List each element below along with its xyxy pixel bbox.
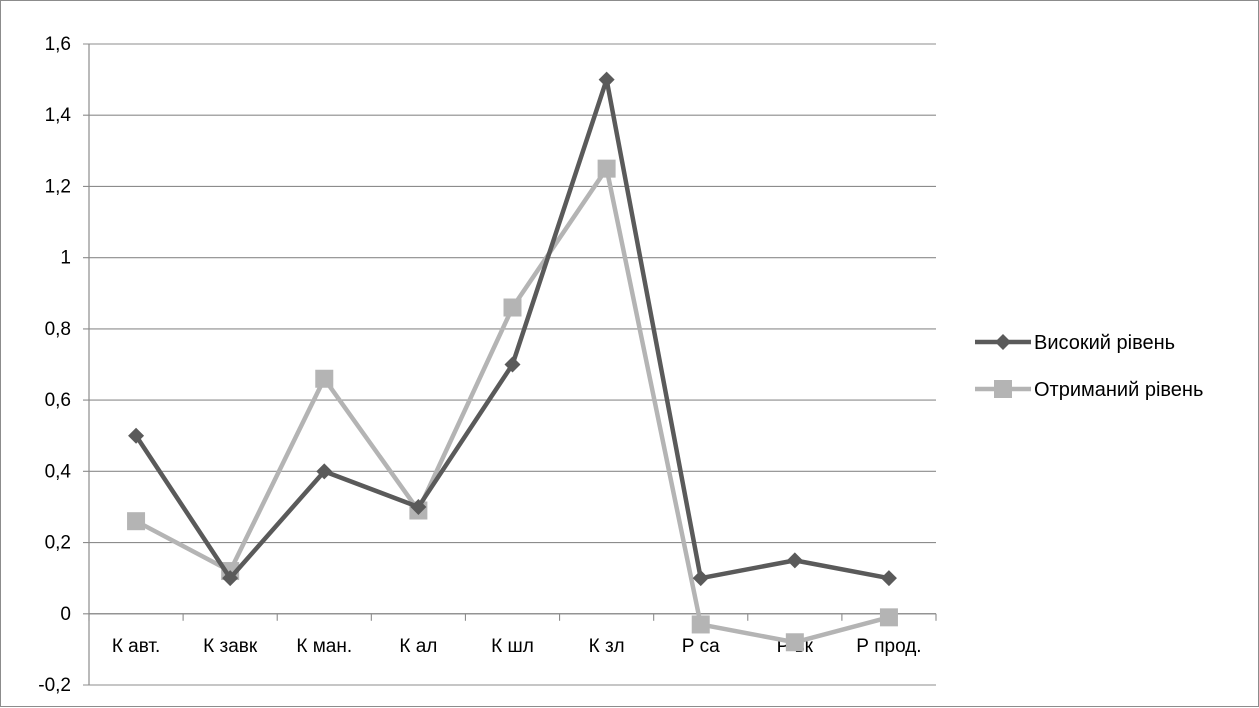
data-point-diamond	[410, 498, 427, 515]
y-tick-label: 0,6	[45, 390, 71, 411]
x-tick-label: К авт.	[112, 636, 160, 657]
y-tick-label: 0	[60, 604, 71, 625]
data-point-square	[315, 369, 334, 388]
y-tick-label: 1,2	[45, 176, 71, 197]
data-point-diamond	[222, 570, 239, 587]
series-line	[135, 166, 890, 645]
series-obtained-level	[127, 159, 898, 652]
y-tick-label: 0,8	[45, 319, 71, 340]
legend: Високий рівень Отриманий рівень	[975, 332, 1203, 401]
data-point-square	[691, 615, 710, 634]
data-point-diamond	[316, 463, 333, 480]
data-point-diamond	[598, 71, 615, 88]
series-high-level	[128, 71, 897, 587]
y-tick-label: 0,2	[45, 533, 71, 554]
x-tick-label: К зл	[589, 636, 625, 657]
y-tick-label: 1,6	[45, 34, 71, 55]
legend-marker-square	[994, 380, 1012, 398]
series	[127, 71, 898, 652]
legend-item: Високий рівень	[975, 332, 1175, 354]
data-point-square	[879, 608, 898, 627]
data-point-diamond	[692, 570, 709, 587]
legend-label: Високий рівень	[1034, 332, 1175, 354]
data-point-square	[597, 159, 616, 178]
data-point-square	[785, 633, 804, 652]
axes	[88, 44, 936, 685]
data-point-diamond	[880, 570, 897, 587]
data-point-square	[503, 298, 522, 317]
x-tick-label: К ал	[399, 636, 437, 657]
y-tick-label: -0,2	[38, 675, 71, 696]
y-tick-label: 0,4	[45, 461, 72, 482]
x-tick-label: Р прод.	[856, 636, 921, 657]
data-point-diamond	[786, 552, 803, 569]
x-tick-label: К завк	[203, 636, 258, 657]
data-point-diamond	[128, 427, 145, 444]
x-tick-label: Р са	[682, 636, 720, 657]
x-tick-label: К ман.	[296, 636, 352, 657]
y-tick-label: 1	[60, 248, 71, 269]
data-point-diamond	[504, 356, 521, 373]
y-tick-label: 1,4	[45, 105, 72, 126]
y-tick-labels: 1,6 1,4 1,2 1 0,8 0,6 0,4 0,2 0 -0,2	[38, 34, 71, 696]
legend-label: Отриманий рівень	[1034, 379, 1203, 401]
x-tick-label: К шл	[491, 636, 534, 657]
legend-item: Отриманий рівень	[975, 379, 1203, 401]
data-point-square	[127, 512, 146, 531]
legend-marker-diamond	[995, 334, 1011, 350]
